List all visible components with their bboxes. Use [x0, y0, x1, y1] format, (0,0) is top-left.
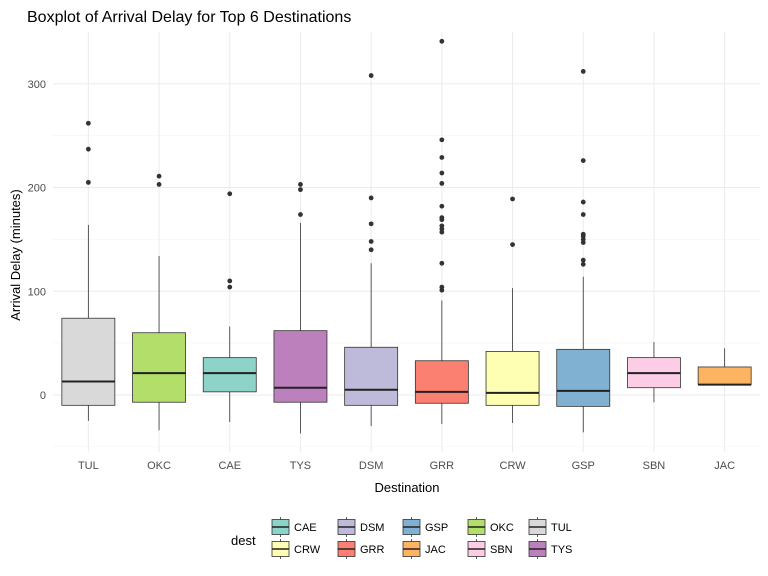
box-tys [273, 182, 328, 434]
legend-label: JAC [425, 544, 446, 556]
boxes [61, 38, 752, 434]
y-tick-label: 100 [28, 286, 46, 298]
box-iqr [344, 346, 399, 406]
legend-label: GRR [360, 544, 385, 556]
legend-label: SBN [490, 544, 513, 556]
y-axis-title: Arrival Delay (minutes) [8, 189, 23, 320]
x-axis-ticks: TUL OKC CAE TYS DSM GRR CRW GSP SBN JAC [78, 460, 735, 472]
box-cae [202, 191, 257, 422]
legend-label: CRW [294, 544, 321, 556]
box-crw [485, 196, 540, 423]
x-tick-label: GRR [430, 460, 455, 472]
outlier-point [580, 199, 586, 205]
outlier-point [439, 38, 445, 44]
legend-label: OKC [490, 522, 514, 534]
legend-item-okc: OKC [467, 517, 514, 537]
y-tick-label: 0 [40, 390, 46, 402]
outlier-point [298, 182, 303, 187]
outlier-point [227, 284, 233, 290]
outlier-point [580, 261, 586, 267]
x-tick-label: OKC [147, 460, 171, 472]
box-grr [414, 38, 469, 424]
outlier-point [439, 170, 445, 176]
outlier-point [156, 173, 162, 179]
outlier-point [85, 120, 91, 126]
x-tick-label: GSP [572, 460, 595, 472]
legend-item-sbn: SBN [467, 539, 513, 559]
box-iqr [61, 317, 116, 406]
x-tick-label: DSM [359, 460, 383, 472]
outlier-point [298, 212, 303, 217]
x-tick-label: TYS [290, 460, 311, 472]
outlier-point [580, 257, 586, 263]
x-tick-label: TUL [78, 460, 99, 472]
box-tul [61, 120, 116, 421]
outlier-point [510, 196, 515, 202]
box-iqr [485, 351, 540, 406]
outlier-point [580, 212, 586, 217]
legend-item-jac: JAC [402, 539, 446, 559]
outlier-point [156, 182, 162, 187]
outlier-point [368, 195, 374, 201]
y-tick-label: 300 [28, 79, 46, 91]
box-gsp [556, 69, 611, 433]
legend-item-dsm: DSM [337, 517, 384, 537]
legend-label: GSP [425, 522, 448, 534]
outlier-point [368, 247, 374, 253]
legend-label: TYS [551, 544, 572, 556]
outlier-point [439, 284, 445, 290]
outlier-point [439, 203, 445, 209]
legend: dest CAE CRW DSM GRR GSP JAC OKC SBN TUL TYS [231, 517, 572, 559]
box-iqr [556, 348, 611, 407]
outlier-point [227, 191, 233, 197]
box-okc [132, 173, 186, 431]
outlier-point [368, 73, 374, 78]
legend-item-tul: TUL [528, 517, 572, 537]
x-tick-label: SBN [643, 460, 666, 472]
box-iqr [273, 330, 328, 403]
outlier-point [439, 155, 445, 160]
box-dsm [344, 73, 399, 427]
legend-label: TUL [551, 522, 572, 534]
outlier-point [85, 146, 91, 152]
x-tick-label: CRW [500, 460, 527, 472]
outlier-point [439, 181, 445, 186]
legend-item-cae: CAE [271, 517, 317, 537]
legend-label: CAE [294, 522, 317, 534]
outlier-point [227, 278, 233, 284]
outlier-point [368, 239, 374, 244]
outlier-point [298, 187, 303, 193]
outlier-point [510, 242, 515, 247]
outlier-point [439, 260, 445, 266]
outlier-point [439, 137, 445, 143]
box-jac [697, 348, 752, 386]
legend-item-gsp: GSP [402, 517, 448, 537]
box-iqr [132, 332, 186, 403]
outlier-point [439, 223, 445, 229]
x-axis-title: Destination [374, 480, 439, 495]
legend-item-crw: CRW [271, 539, 321, 559]
y-axis-ticks: 0 100 200 300 [28, 79, 46, 402]
outlier-point [580, 158, 586, 163]
legend-item-grr: GRR [337, 539, 385, 559]
x-tick-label: JAC [714, 460, 735, 472]
outlier-point [368, 221, 374, 227]
outlier-point [580, 231, 586, 237]
outlier-point [85, 179, 91, 185]
legend-label: DSM [360, 522, 384, 534]
outlier-point [439, 215, 445, 221]
box-iqr [414, 360, 469, 404]
y-tick-label: 200 [28, 183, 46, 195]
x-tick-label: CAE [218, 460, 241, 472]
legend-title: dest [231, 533, 256, 548]
legend-item-tys: TYS [528, 539, 572, 559]
box-iqr [697, 366, 752, 385]
outlier-point [580, 69, 586, 74]
chart-title: Boxplot of Arrival Delay for Top 6 Desti… [27, 9, 351, 26]
box-sbn [627, 342, 681, 403]
box-iqr [202, 357, 257, 393]
